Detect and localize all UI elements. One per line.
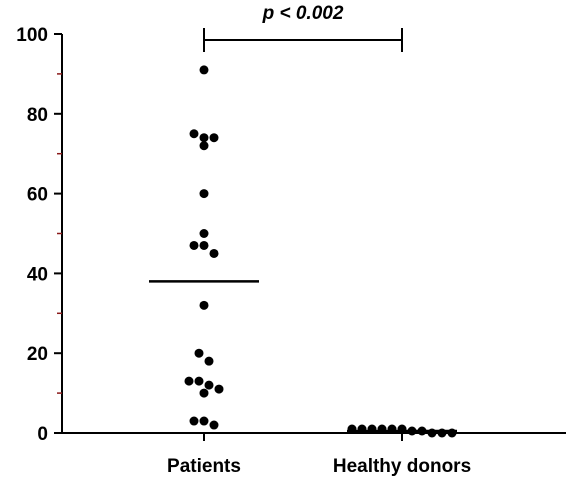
- significance-annotation: p < 0.002: [203, 3, 403, 52]
- y-tick-label: 60: [27, 185, 48, 206]
- p-value-label: p < 0.002: [262, 3, 344, 24]
- data-point: [199, 133, 209, 143]
- x-category-label: Patients: [167, 456, 241, 477]
- data-point: [194, 348, 204, 358]
- data-point: [199, 300, 209, 310]
- y-tick-label: 40: [27, 264, 48, 285]
- data-points: [184, 65, 457, 438]
- data-point: [199, 141, 209, 151]
- data-point: [189, 416, 199, 426]
- data-point: [189, 240, 199, 250]
- data-point: [214, 384, 224, 394]
- data-point: [209, 133, 219, 143]
- y-axis-ticks: 0 20 40 60 80 100: [16, 25, 62, 445]
- data-point: [199, 416, 209, 426]
- data-point: [199, 229, 209, 238]
- data-point: [199, 189, 209, 199]
- x-category-label: Healthy donors: [333, 456, 471, 477]
- data-point: [199, 65, 209, 75]
- data-point: [209, 248, 219, 258]
- data-point: [204, 380, 214, 390]
- mean-lines: [149, 280, 457, 433]
- data-point: [189, 129, 199, 139]
- data-point: [194, 376, 204, 386]
- data-point: [204, 356, 214, 366]
- x-axis-labels: Patients Healthy donors: [167, 456, 471, 477]
- y-tick-label: 80: [27, 105, 48, 126]
- axes: [61, 34, 566, 441]
- y-tick-label: 100: [16, 25, 48, 46]
- y-tick-label: 0: [37, 424, 48, 445]
- data-point: [199, 388, 209, 398]
- data-point: [184, 376, 194, 386]
- y-tick-label: 20: [27, 344, 48, 365]
- data-point: [209, 420, 219, 430]
- data-point: [199, 240, 209, 250]
